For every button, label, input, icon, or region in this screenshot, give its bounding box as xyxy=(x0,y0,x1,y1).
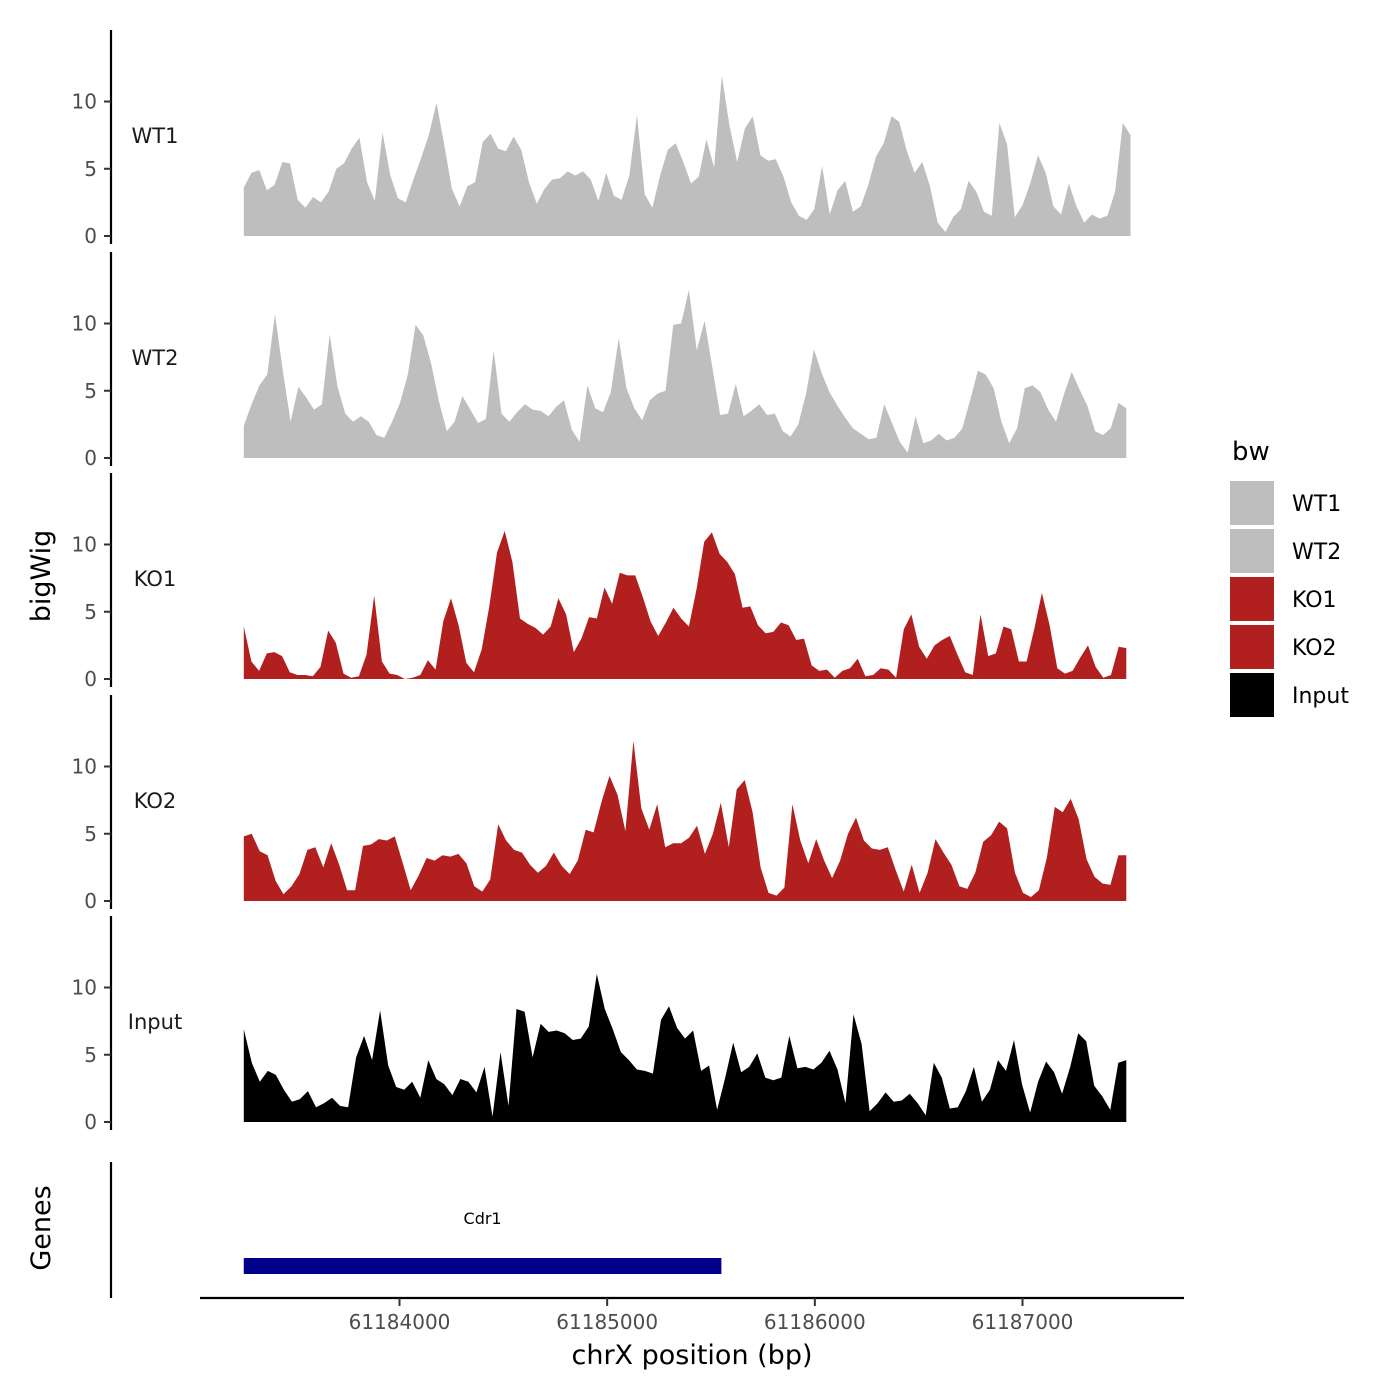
x-axis: 61184000 61185000 61186000 61187000 xyxy=(200,1296,1184,1334)
track-panel-wt2: 0 5 10 WT2 xyxy=(72,252,1127,470)
track-label-wt2: WT2 xyxy=(132,346,179,370)
y-tick-label-wt1-5: 5 xyxy=(84,157,97,181)
coverage-area-wt1 xyxy=(243,75,1131,237)
track-panel-wt1: 0 5 10 WT1 xyxy=(72,30,1131,248)
y-tick-label-input-0: 0 xyxy=(84,1110,97,1134)
gene-track: Cdr1 xyxy=(109,1162,722,1298)
gene-models: Cdr1 xyxy=(243,1209,722,1274)
y-tick-label-ko2-10: 10 xyxy=(72,755,97,779)
track-panel-ko1: 0 5 10 KO1 xyxy=(72,473,1127,691)
coverage-area-ko1 xyxy=(243,531,1127,679)
y-tick-label-ko1-10: 10 xyxy=(72,533,97,557)
y-tick-label-ko2-5: 5 xyxy=(84,822,97,846)
legend-swatch-wt1 xyxy=(1230,481,1274,525)
y-axis-title: bigWig xyxy=(26,530,57,623)
x-tick-label-61186000: 61186000 xyxy=(764,1310,866,1334)
legend-swatch-wt2 xyxy=(1230,529,1274,573)
x-axis-ticks: 61184000 61185000 61186000 61187000 xyxy=(349,1298,1074,1334)
coverage-tracks: 0 5 10 WT1 0 5 10 WT2 0 5 10 KO1 0 5 10 KO2 0 5 10 Input xyxy=(72,30,1131,1134)
legend-swatch-ko2 xyxy=(1230,625,1274,669)
y-tick-label-wt2-10: 10 xyxy=(72,312,97,336)
legend-label-input: Input xyxy=(1292,684,1349,709)
gene-body-cdr1 xyxy=(243,1258,722,1274)
legend-label-ko2: KO2 xyxy=(1292,636,1337,661)
y-tick-label-ko1-0: 0 xyxy=(84,667,97,691)
y-tick-label-ko1-5: 5 xyxy=(84,600,97,624)
track-panel-ko2: 0 5 10 KO2 xyxy=(72,695,1127,913)
track-label-input: Input xyxy=(128,1010,182,1034)
y-tick-label-ko2-0: 0 xyxy=(84,889,97,913)
x-tick-label-61185000: 61185000 xyxy=(556,1310,658,1334)
legend-label-wt2: WT2 xyxy=(1292,540,1341,565)
y-tick-label-wt2-5: 5 xyxy=(84,379,97,403)
legend-label-ko1: KO1 xyxy=(1292,588,1337,613)
track-label-ko2: KO2 xyxy=(134,789,177,813)
x-axis-title: chrX position (bp) xyxy=(571,1340,812,1371)
y-tick-label-wt2-0: 0 xyxy=(84,446,97,470)
y-tick-label-input-10: 10 xyxy=(72,976,97,1000)
track-label-wt1: WT1 xyxy=(132,124,179,148)
y-tick-label-wt1-0: 0 xyxy=(84,224,97,248)
track-label-ko1: KO1 xyxy=(134,567,177,591)
x-tick-label-61184000: 61184000 xyxy=(349,1310,451,1334)
y-tick-label-wt1-10: 10 xyxy=(72,90,97,114)
legend-label-wt1: WT1 xyxy=(1292,492,1341,517)
coverage-area-wt2 xyxy=(243,289,1127,458)
legend-swatch-input xyxy=(1230,673,1274,717)
track-panel-input: 0 5 10 Input xyxy=(72,916,1127,1134)
gene-track-title: Genes xyxy=(26,1185,57,1270)
legend-title: bw xyxy=(1232,437,1270,467)
y-tick-label-input-5: 5 xyxy=(84,1043,97,1067)
legend: bw WT1 WT2 KO1 KO2 Input xyxy=(1230,437,1349,717)
coverage-area-ko2 xyxy=(243,740,1127,901)
gene-label-cdr1: Cdr1 xyxy=(464,1209,502,1228)
x-tick-label-61187000: 61187000 xyxy=(972,1310,1074,1334)
coverage-area-input xyxy=(243,974,1127,1122)
legend-entries: WT1 WT2 KO1 KO2 Input xyxy=(1230,481,1349,717)
legend-swatch-ko1 xyxy=(1230,577,1274,621)
